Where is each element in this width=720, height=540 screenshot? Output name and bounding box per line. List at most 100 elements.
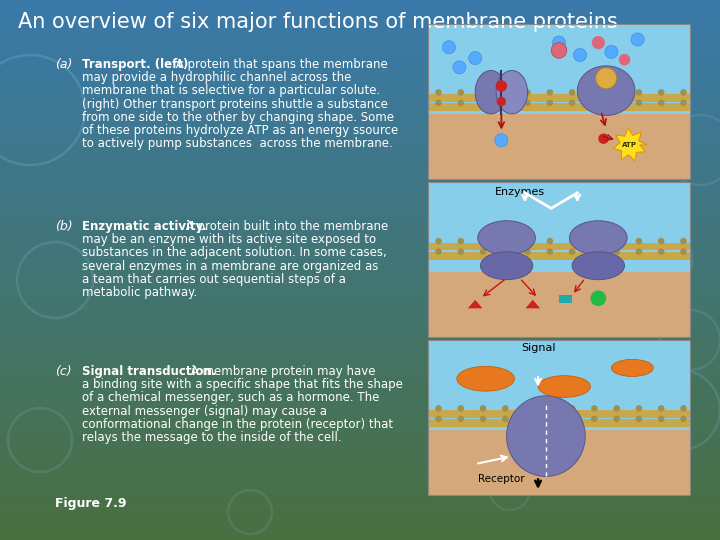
Circle shape: [591, 416, 598, 422]
Ellipse shape: [572, 252, 624, 280]
Circle shape: [524, 89, 531, 96]
Circle shape: [457, 405, 464, 411]
Ellipse shape: [507, 396, 585, 476]
Circle shape: [569, 405, 575, 411]
Ellipse shape: [478, 221, 536, 255]
Ellipse shape: [496, 71, 528, 114]
Ellipse shape: [480, 252, 533, 280]
Circle shape: [569, 416, 575, 422]
Bar: [428, 430, 690, 495]
Text: (right) Other transport proteins shuttle a substance: (right) Other transport proteins shuttle…: [82, 98, 388, 111]
Circle shape: [546, 238, 553, 245]
Circle shape: [502, 416, 508, 422]
Circle shape: [680, 405, 687, 411]
Text: relays the message to the inside of the cell.: relays the message to the inside of the …: [82, 431, 341, 444]
Ellipse shape: [456, 366, 515, 391]
Circle shape: [546, 99, 553, 106]
Circle shape: [595, 68, 616, 89]
Circle shape: [680, 99, 687, 106]
Circle shape: [435, 405, 442, 411]
Circle shape: [546, 405, 553, 411]
Circle shape: [497, 97, 506, 106]
Ellipse shape: [538, 376, 590, 397]
Circle shape: [613, 99, 620, 106]
Circle shape: [658, 89, 665, 96]
Circle shape: [680, 89, 687, 96]
Bar: [428, 340, 690, 430]
Bar: [428, 114, 690, 179]
Circle shape: [573, 49, 587, 62]
Circle shape: [502, 99, 508, 106]
Circle shape: [502, 238, 508, 245]
Circle shape: [658, 416, 665, 422]
Circle shape: [435, 416, 442, 422]
Circle shape: [480, 89, 486, 96]
Text: Figure 7.9: Figure 7.9: [55, 497, 127, 510]
Circle shape: [590, 291, 606, 306]
Circle shape: [613, 238, 620, 245]
Circle shape: [569, 238, 575, 245]
Text: Transport. (left): Transport. (left): [82, 58, 189, 71]
Circle shape: [469, 51, 482, 65]
Text: Signal: Signal: [521, 343, 555, 353]
Circle shape: [680, 416, 687, 422]
Bar: [428, 410, 690, 417]
Circle shape: [435, 238, 442, 245]
Circle shape: [613, 248, 620, 255]
Circle shape: [680, 238, 687, 245]
Circle shape: [631, 33, 644, 46]
Circle shape: [613, 416, 620, 422]
Circle shape: [502, 405, 508, 411]
Circle shape: [598, 133, 609, 144]
Bar: [428, 182, 690, 337]
Text: Enzymes: Enzymes: [495, 187, 545, 197]
Circle shape: [591, 405, 598, 411]
Circle shape: [636, 405, 642, 411]
Circle shape: [658, 248, 665, 255]
Circle shape: [480, 99, 486, 106]
Text: may provide a hydrophilic channel across the: may provide a hydrophilic channel across…: [82, 71, 351, 84]
Circle shape: [457, 89, 464, 96]
Ellipse shape: [475, 71, 507, 114]
Text: conformational change in the protein (receptor) that: conformational change in the protein (re…: [82, 418, 393, 431]
Circle shape: [591, 248, 598, 255]
Circle shape: [591, 238, 598, 245]
Polygon shape: [468, 300, 482, 308]
Circle shape: [480, 416, 486, 422]
Text: to actively pump substances  across the membrane.: to actively pump substances across the m…: [82, 137, 392, 150]
Text: of these proteins hydrolyze ATP as an energy ssource: of these proteins hydrolyze ATP as an en…: [82, 124, 398, 137]
Circle shape: [457, 248, 464, 255]
Text: may be an enzyme with its active site exposed to: may be an enzyme with its active site ex…: [82, 233, 376, 246]
Circle shape: [546, 416, 553, 422]
Circle shape: [618, 54, 630, 65]
Text: Signal transduction.: Signal transduction.: [82, 365, 217, 378]
Circle shape: [591, 89, 598, 96]
Circle shape: [658, 238, 665, 245]
Circle shape: [495, 134, 508, 147]
Text: external messenger (signal) may cause a: external messenger (signal) may cause a: [82, 404, 327, 417]
Circle shape: [480, 248, 486, 255]
Circle shape: [457, 416, 464, 422]
Circle shape: [569, 99, 575, 106]
Text: metabolic pathway.: metabolic pathway.: [82, 286, 197, 299]
Circle shape: [435, 248, 442, 255]
Text: (a): (a): [55, 58, 73, 71]
Text: Enzymatic activity.: Enzymatic activity.: [82, 220, 207, 233]
Text: several enzymes in a membrane are organized as: several enzymes in a membrane are organi…: [82, 260, 379, 273]
Circle shape: [636, 99, 642, 106]
Circle shape: [495, 80, 507, 92]
Bar: [428, 272, 690, 337]
Text: A protein that spans the membrane: A protein that spans the membrane: [171, 58, 387, 71]
Circle shape: [636, 248, 642, 255]
Text: substances in the adjacent solution. In some cases,: substances in the adjacent solution. In …: [82, 246, 387, 259]
Bar: [428, 94, 690, 102]
Circle shape: [613, 89, 620, 96]
Bar: [428, 252, 690, 260]
Text: a team that carries out sequential steps of a: a team that carries out sequential steps…: [82, 273, 346, 286]
Circle shape: [592, 36, 605, 49]
Ellipse shape: [577, 66, 635, 116]
Text: An overview of six major functions of membrane proteins: An overview of six major functions of me…: [18, 12, 618, 32]
Circle shape: [524, 238, 531, 245]
Circle shape: [636, 89, 642, 96]
Circle shape: [435, 89, 442, 96]
